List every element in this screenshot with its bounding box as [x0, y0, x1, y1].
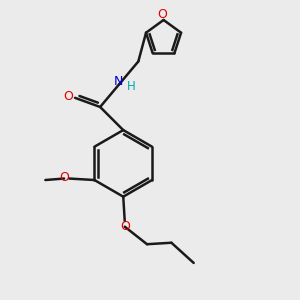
Text: N: N — [114, 75, 123, 88]
Text: O: O — [120, 220, 130, 232]
Text: H: H — [127, 80, 136, 93]
Text: O: O — [59, 171, 69, 184]
Text: O: O — [157, 8, 167, 20]
Text: O: O — [64, 90, 74, 104]
